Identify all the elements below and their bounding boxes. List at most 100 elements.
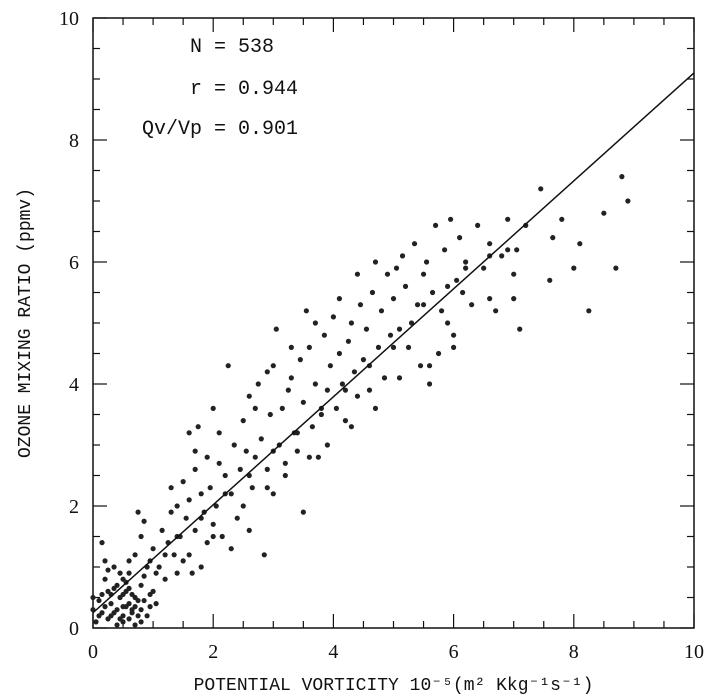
data-point xyxy=(132,604,138,610)
data-point xyxy=(411,241,418,247)
data-point xyxy=(324,442,330,448)
data-point xyxy=(454,277,460,283)
data-point xyxy=(417,363,424,369)
data-point xyxy=(613,265,619,271)
data-point xyxy=(159,527,165,534)
data-point xyxy=(147,591,153,598)
data-point xyxy=(487,296,493,302)
data-point xyxy=(129,610,135,616)
data-point xyxy=(420,302,427,308)
data-point xyxy=(399,253,406,259)
data-point xyxy=(366,387,373,393)
data-point xyxy=(387,332,394,338)
data-point xyxy=(162,552,168,558)
data-point xyxy=(135,613,141,619)
data-point xyxy=(219,533,225,540)
data-point xyxy=(264,485,270,491)
data-point xyxy=(153,601,159,607)
stat-annotation: N = 538 xyxy=(190,36,274,59)
data-point xyxy=(228,546,234,552)
data-point xyxy=(451,332,457,338)
data-point xyxy=(204,454,210,460)
data-point xyxy=(511,296,517,302)
data-point xyxy=(198,564,204,570)
data-point xyxy=(601,210,607,216)
data-point xyxy=(270,491,276,497)
data-point xyxy=(426,363,433,369)
data-point xyxy=(117,570,123,576)
data-point xyxy=(354,271,361,277)
data-point xyxy=(192,466,198,472)
data-point xyxy=(294,430,300,436)
data-point xyxy=(174,503,180,509)
y-tick-label: 10 xyxy=(59,8,79,30)
data-point xyxy=(216,430,222,436)
data-point xyxy=(231,442,237,448)
data-point xyxy=(321,332,327,338)
data-point xyxy=(324,387,330,393)
data-point xyxy=(135,509,141,515)
data-point xyxy=(138,607,144,613)
data-point xyxy=(381,375,388,381)
data-point xyxy=(469,302,475,308)
data-point xyxy=(571,265,577,271)
data-point xyxy=(499,253,505,259)
data-point xyxy=(538,186,544,192)
data-point xyxy=(586,308,592,314)
data-point xyxy=(102,604,108,610)
y-tick-label: 4 xyxy=(69,374,79,396)
data-point xyxy=(138,582,144,588)
data-point xyxy=(505,247,511,253)
data-point xyxy=(517,326,523,332)
data-point xyxy=(309,424,315,430)
data-point xyxy=(102,576,108,582)
data-point xyxy=(90,594,96,601)
data-point xyxy=(487,241,493,247)
data-point xyxy=(444,320,451,326)
data-point xyxy=(102,558,108,564)
data-point xyxy=(336,350,343,357)
y-tick-label: 0 xyxy=(69,618,79,640)
data-point xyxy=(511,271,517,277)
data-point xyxy=(228,491,234,497)
data-point xyxy=(252,454,258,460)
data-point xyxy=(105,567,111,573)
data-point xyxy=(360,357,367,363)
data-point xyxy=(132,622,138,628)
data-point xyxy=(126,558,132,564)
data-point xyxy=(144,613,150,619)
data-point xyxy=(99,591,105,598)
data-point xyxy=(225,363,231,369)
data-point xyxy=(318,411,324,418)
data-point xyxy=(114,622,120,628)
data-point xyxy=(153,570,159,576)
data-point xyxy=(126,585,132,591)
data-point xyxy=(444,283,451,289)
data-point xyxy=(192,448,198,454)
data-point xyxy=(402,283,409,289)
data-point xyxy=(180,479,186,485)
data-point xyxy=(342,387,349,393)
data-point xyxy=(414,302,421,308)
data-point xyxy=(111,564,117,570)
data-point xyxy=(267,411,273,418)
data-point xyxy=(306,454,312,460)
data-point xyxy=(252,405,258,411)
data-point xyxy=(312,381,318,387)
data-point xyxy=(339,381,346,387)
data-point xyxy=(249,485,255,491)
data-point xyxy=(207,485,213,491)
data-point xyxy=(300,399,306,405)
data-point xyxy=(451,344,457,350)
data-point xyxy=(141,597,147,604)
data-point xyxy=(186,552,192,558)
data-point xyxy=(192,527,198,534)
data-point xyxy=(288,344,294,350)
data-point xyxy=(438,308,445,314)
data-point xyxy=(132,552,138,558)
data-point xyxy=(105,616,111,622)
data-point xyxy=(243,448,249,454)
data-point xyxy=(195,424,201,430)
x-tick-label: 4 xyxy=(328,641,338,663)
